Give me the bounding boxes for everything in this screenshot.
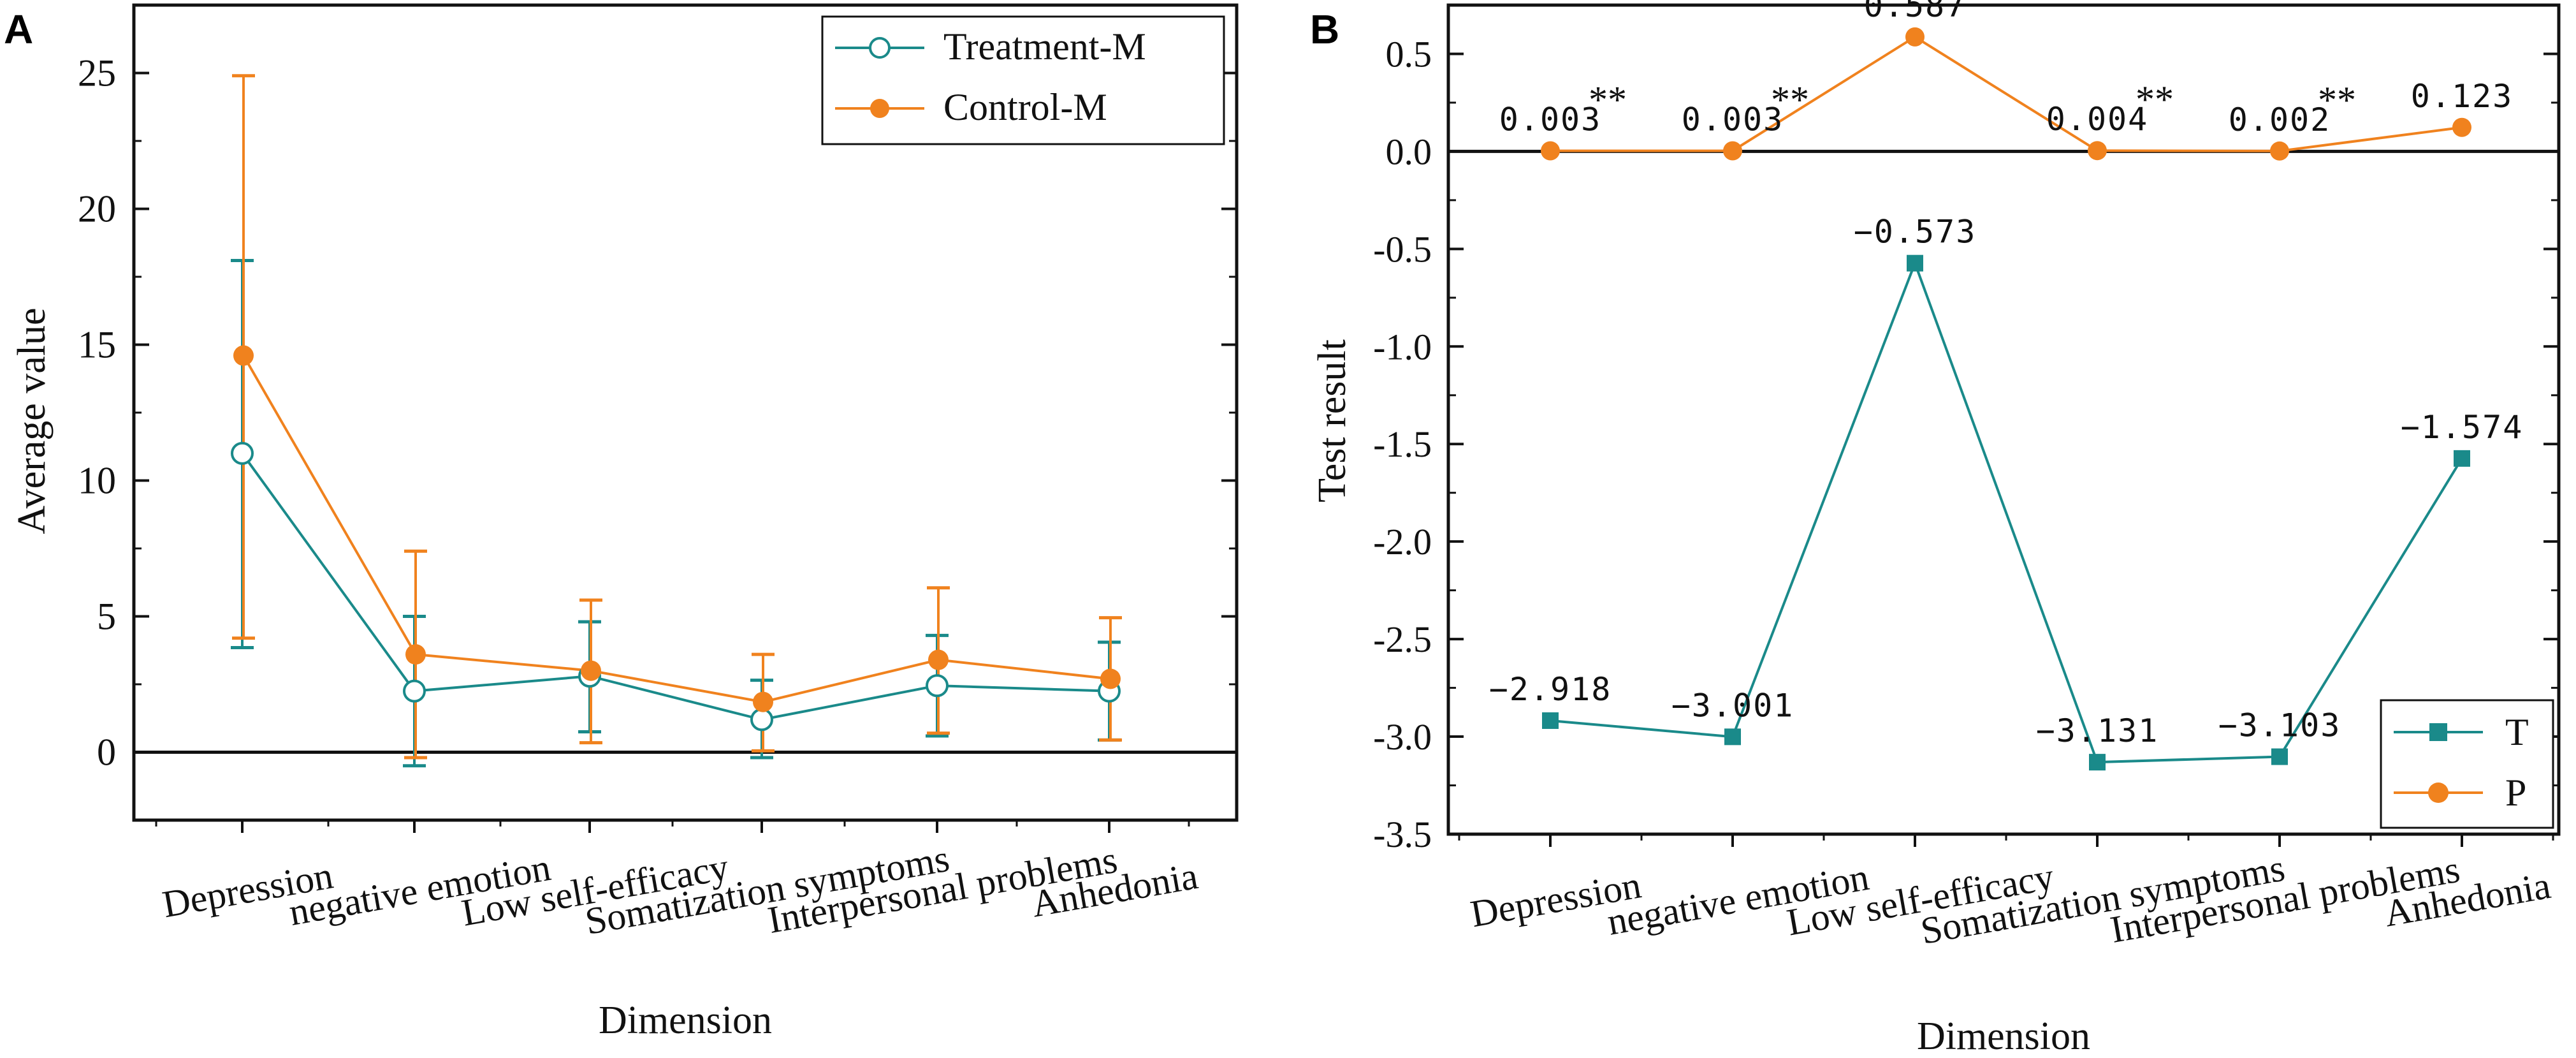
data-point-control (928, 649, 949, 670)
panel-a-y-tick-label: 20 (78, 188, 116, 230)
panel-a-axes: 0 5 10 15 20 25 (78, 52, 1237, 833)
significance-marker: ** (1589, 78, 1627, 121)
data-point-t (2454, 450, 2470, 467)
panel-b-data-points (1541, 27, 2471, 771)
data-point-t (1907, 254, 1923, 272)
value-label-p: 0.003 (1499, 101, 1602, 138)
data-point-p (2452, 117, 2471, 137)
panel-b-y-tick-label: -3.0 (1373, 716, 1432, 758)
value-label-t: −3.001 (1671, 687, 1794, 724)
panel-b-label: B (1310, 6, 1339, 52)
panel-a-y-tick-label: 0 (97, 731, 116, 774)
data-point-treatment (750, 708, 773, 731)
value-label-p: 0.003 (1682, 101, 1784, 138)
value-label-t: −0.573 (1854, 214, 1977, 251)
legend-marker-treatment (869, 37, 891, 59)
data-point-control (1100, 668, 1121, 689)
data-point-treatment (403, 679, 426, 703)
panel-b-y-tick-label: -2.0 (1373, 521, 1432, 562)
data-point-control (233, 345, 254, 366)
panel-a-x-axis-label: Dimension (599, 999, 772, 1042)
data-point-p (2088, 141, 2107, 161)
panel-b-y-tick-label: -1.0 (1373, 326, 1432, 367)
panel-a-data-points (231, 345, 1121, 731)
data-point-p (2270, 141, 2289, 161)
data-point-p (1905, 27, 1925, 47)
legend-label-p: P (2505, 772, 2526, 814)
panel-b-y-tick-label: 0.5 (1386, 33, 1432, 75)
value-label-p: 0.123 (2411, 78, 2514, 115)
panel-a-y-tick-label: 25 (78, 52, 116, 94)
panel-a-series-lines (241, 355, 1111, 721)
panel-b-y-axis-label: Test result (1311, 339, 1354, 503)
value-label-p: 0.587 (1864, 0, 1967, 24)
value-label-t: −3.103 (2218, 707, 2341, 744)
panel-a-y-tick-label: 5 (97, 596, 116, 638)
data-point-treatment (926, 674, 949, 698)
panel-b-legend-box (2380, 699, 2554, 829)
panel-a-y-tick-label: 15 (78, 324, 116, 366)
legend-marker-control (870, 99, 889, 118)
value-label-p: 0.002 (2229, 101, 2331, 138)
data-point-control (405, 644, 426, 665)
legend-label-treatment: Treatment-M (943, 26, 1146, 68)
data-point-t (2271, 748, 2288, 765)
panel-a-label: A (4, 6, 33, 52)
panel-b-y-tick-label: -3.5 (1373, 814, 1432, 855)
data-point-treatment (231, 441, 254, 465)
series-line-p (1550, 35, 2463, 152)
panel-b-plot-frame (1446, 3, 2561, 836)
data-point-p (1723, 141, 1742, 161)
data-point-t (1542, 712, 1559, 729)
data-point-control (581, 660, 601, 681)
series-line-treatment (241, 452, 1110, 721)
legend-label-control: Control-M (943, 86, 1107, 128)
value-label-t: −3.131 (2036, 712, 2159, 749)
data-point-t (2089, 754, 2106, 771)
significance-marker: ** (2136, 78, 2174, 121)
significance-marker: ** (1771, 78, 1809, 121)
panel-a-legend-box (821, 15, 1225, 145)
panel-a-y-axis-label: Average value (10, 307, 54, 534)
series-line-control (242, 355, 1111, 703)
panel-b-y-tick-label: 0.0 (1386, 131, 1432, 172)
value-label-p: 0.004 (2046, 101, 2149, 138)
panel-b-y-tick-label: -2.5 (1373, 619, 1432, 660)
panel-b-legend: T P (2380, 699, 2554, 829)
panel-a-y-tick-label: 10 (78, 460, 116, 502)
data-point-control (753, 691, 773, 712)
panel-a-legend: Treatment-M Control-M (821, 15, 1225, 145)
panel-b-value-labels: −2.918 −3.001 −0.573 −3.131 −3.103 −1.574 0.00… (1489, 0, 2524, 749)
panel-b-x-axis-label: Dimension (1917, 1015, 2090, 1058)
data-point-t (1724, 728, 1741, 746)
series-line-t (1550, 259, 2463, 764)
value-label-t: −1.574 (2401, 409, 2524, 446)
legend-label-t: T (2505, 711, 2529, 753)
legend-marker-t (2429, 723, 2447, 741)
significance-marker: ** (2318, 79, 2356, 121)
value-label-t: −2.918 (1489, 671, 1612, 708)
panel-b-y-tick-label: -1.5 (1373, 423, 1432, 465)
panel-b-y-tick-label: -0.5 (1373, 228, 1432, 270)
data-point-p (1541, 141, 1560, 161)
legend-marker-p (2428, 782, 2449, 803)
panel-b-series-lines (1550, 35, 2463, 764)
